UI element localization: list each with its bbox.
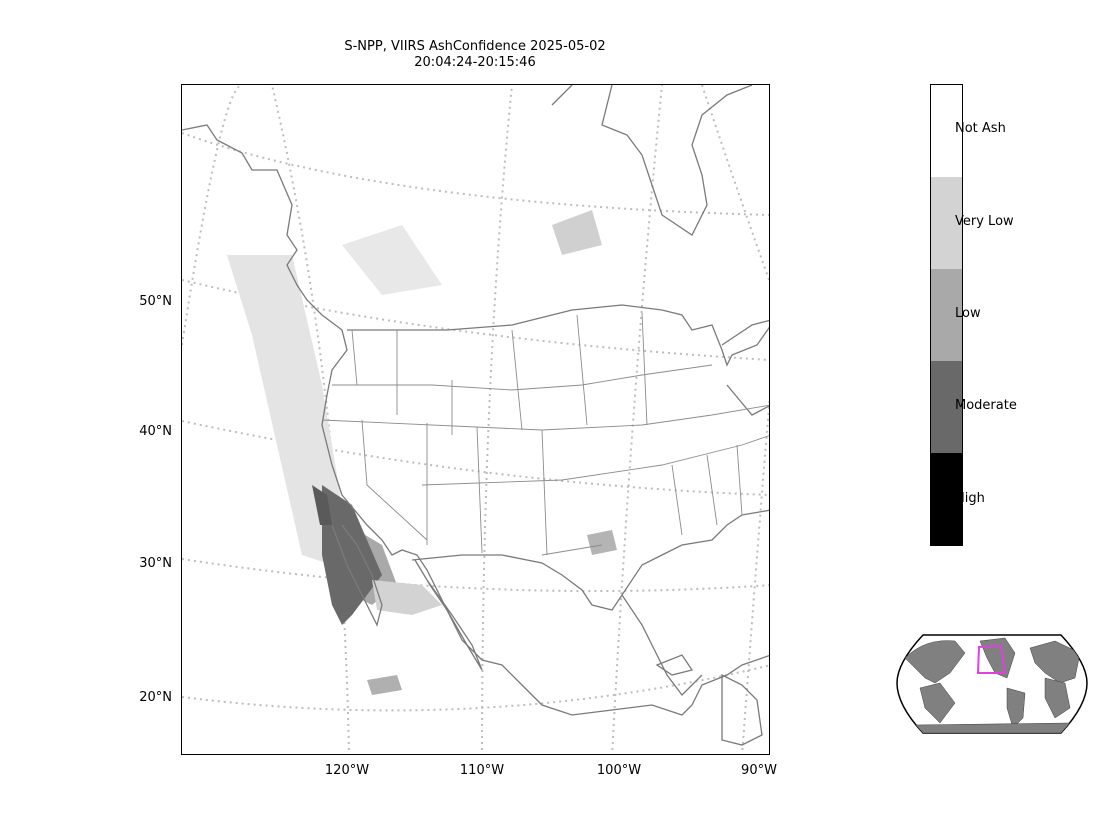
state-borders [321,312,769,556]
lat-line-20n [182,664,769,712]
lat-line-30n [182,558,769,593]
border-columns-west [361,419,548,556]
lon-line-100w [611,85,663,754]
border-columns-east [541,444,743,556]
lon-line-130w [182,85,243,346]
colorbar-label-very-low: Very Low [955,214,1014,229]
border-row-1 [321,404,769,431]
lat-label-20n: 20°N [139,690,172,705]
lon-line-90w [741,396,769,754]
ash-confidence-field [227,210,617,695]
lat-label-50n: 50°N [139,294,172,309]
ash-moderate-baja [322,485,382,625]
lat-line-40n [182,420,769,496]
lon-label-90w: 90°W [741,763,777,778]
lon-label-120w: 120°W [324,763,370,778]
colorbar-label-not-ash: Not Ash [955,121,1006,136]
border-row-2 [421,435,769,486]
inset-land-africa [1044,677,1071,719]
west-coast [182,124,769,716]
border-row-3 [332,364,713,391]
colorbar-high [931,453,962,545]
caribbean [655,654,763,746]
inset-land-eurasia-west [904,640,966,684]
baja-peninsula [331,524,383,627]
ash-moderate-coast [312,485,332,525]
us-mexico-gulf-coast [411,509,769,611]
lon-line-85w [701,85,769,283]
colorbar-not-ash [931,85,962,177]
great-lakes [721,319,769,416]
lat-label-40n: 40°N [139,424,172,439]
hudson-bay [551,85,753,236]
title-line-2: 20:04:24-20:15:46 [414,55,536,70]
lon-label-100w: 100°W [596,763,642,778]
colorbar-label-high: High [955,491,985,506]
ash-very-low-mexico [372,580,442,615]
lon-label-110w: 110°W [459,763,505,778]
colorbar-moderate [931,361,962,453]
colorbar-low [931,269,962,361]
inset-land-africa-west [919,682,956,724]
inset-land-north-america [979,637,1016,679]
ash-very-low-north [342,225,442,295]
colorbar-label-moderate: Moderate [955,398,1017,413]
border-columns-northwest [351,329,398,415]
inset-land-south-america [1006,687,1026,729]
inset-land [904,637,1081,733]
gulf-of-california [414,559,483,671]
lon-line-110w [481,85,513,754]
border-columns-central [451,312,648,435]
lat-line-60n [182,132,769,216]
inset-land-europe-asia [1029,640,1081,684]
title-line-1: S-NPP, VIIRS AshConfidence 2025-05-02 [344,39,606,54]
colorbar [930,84,963,546]
colorbar-very-low [931,177,962,269]
map-panel [181,84,770,755]
ash-very-low-canada [552,210,602,255]
ash-low-texas [587,530,617,555]
map-title: S-NPP, VIIRS AshConfidence 2025-05-02 20… [300,39,650,71]
map-canvas [182,85,769,754]
us-canada-border [347,304,769,367]
mexico-gulf-coast [621,594,703,696]
ash-low-south [367,675,402,695]
colorbar-label-low: Low [955,306,981,321]
inset-land-antarctica [914,722,1071,733]
lat-label-30n: 30°N [139,556,172,571]
coastlines [182,85,769,746]
inset-globe [896,634,1088,734]
inset-region-box [976,644,1007,674]
